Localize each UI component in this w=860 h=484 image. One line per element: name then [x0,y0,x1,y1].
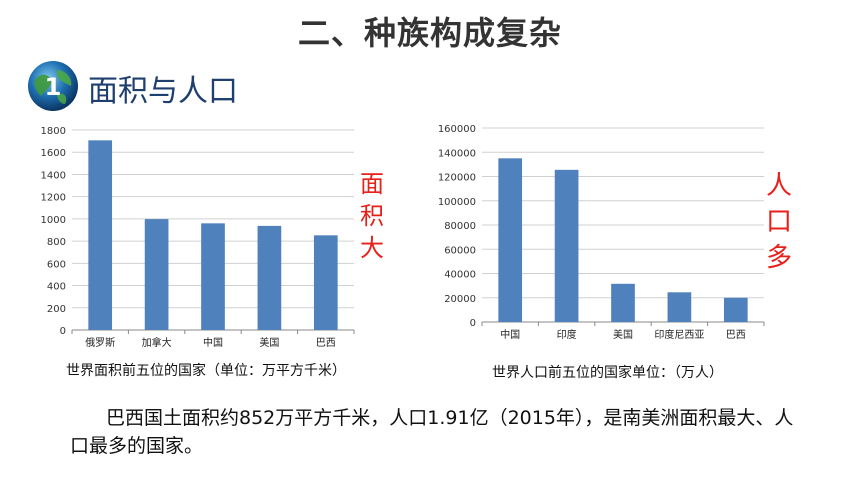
bar [498,158,523,322]
x-tick-label: 印度 [557,328,577,341]
y-tick-label: 1800 [41,126,66,137]
slide-title: 二、种族构成复杂 [297,14,562,52]
bar [667,292,692,322]
bar [723,297,748,322]
x-tick-label: 巴西 [726,329,746,341]
x-tick-label: 美国 [613,328,633,341]
population-bar-chart: 0 20000 40000 60000 80000 100000 120000 140000 1… [438,124,765,341]
y-tick-label: 100000 [438,197,476,208]
y-tick-label: 1400 [41,170,66,181]
y-tick-label: 1000 [41,215,66,226]
area-bar-chart: 0 200 400 600 800 1000 1200 1400 1600 1800 俄罗斯 加拿大 中… [41,126,355,349]
x-tick-label: 中国 [500,328,520,341]
section-subtitle: 面积与人口 [88,74,238,109]
area-chart-caption: 世界面积前五位的国家（单位：万平方千米） [66,363,346,379]
area-annotation-char: 积 [360,202,384,230]
y-tick-label: 0 [470,318,476,329]
x-tick-label: 加拿大 [142,336,172,349]
globe-number: 1 [45,73,62,101]
y-tick-label: 800 [47,237,66,248]
bar [611,283,635,322]
y-tick-label: 40000 [444,270,476,281]
y-tick-label: 0 [60,326,66,337]
y-tick-label: 600 [47,259,66,270]
y-tick-label: 400 [47,282,66,293]
y-tick-label: 80000 [444,221,476,232]
y-tick-label: 20000 [444,294,476,305]
population-annotation: 人 口 多 [764,168,794,276]
area-annotation: 面 积 大 [357,168,387,264]
area-annotation-char: 面 [360,170,384,198]
y-tick-label: 60000 [444,245,476,256]
bar [88,140,113,330]
description-paragraph: 巴西国土面积约852万平方千米，人口1.91亿（2015年），是南美洲面积最大、… [70,407,794,457]
bar [313,235,338,330]
x-tick-label: 美国 [259,336,279,349]
y-tick-label: 1200 [41,193,66,204]
x-tick-label: 印度尼西亚 [654,328,704,341]
y-tick-label: 200 [47,304,66,315]
bar [201,223,225,330]
y-tick-label: 140000 [438,148,476,159]
x-tick-label: 巴西 [316,337,336,349]
bar [144,219,169,330]
y-tick-label: 160000 [438,124,476,135]
population-chart-caption: 世界人口前五位的国家单位：（万人） [492,365,723,381]
population-annotation-char: 多 [765,243,792,273]
area-annotation-char: 大 [360,234,384,262]
globe-number-icon: 1 [27,60,79,112]
x-tick-label: 中国 [203,336,223,349]
bar [257,225,282,330]
x-tick-label: 俄罗斯 [85,336,115,349]
y-tick-label: 120000 [438,173,476,184]
population-annotation-char: 口 [765,207,792,237]
population-annotation-char: 人 [765,171,792,201]
bar [554,169,579,322]
y-tick-label: 1600 [41,148,66,159]
